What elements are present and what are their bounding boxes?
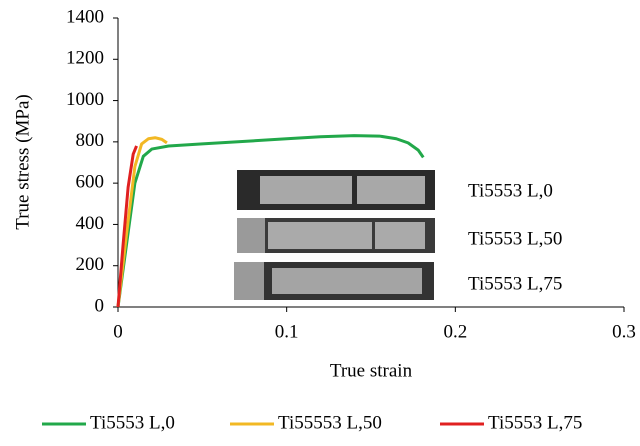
legend-label: Ti5553 L,75	[488, 412, 582, 433]
x-tick-label: 0.2	[443, 321, 467, 342]
x-axis-label: True strain	[330, 360, 413, 381]
legend-label: Ti55553 L,50	[278, 412, 382, 433]
legend-label: Ti5553 L,0	[90, 412, 175, 433]
x-tick-label: 0.1	[275, 321, 299, 342]
y-tick-label: 1400	[66, 6, 104, 27]
y-axis-label: True stress (MPa)	[12, 94, 33, 229]
series-line	[116, 145, 138, 308]
y-tick-label: 400	[76, 213, 105, 234]
series-line	[116, 134, 425, 308]
inset-photos	[234, 170, 435, 300]
y-tick-label: 1000	[66, 89, 104, 110]
annotation: Ti5553 L,50	[468, 228, 562, 249]
series-line	[116, 136, 168, 308]
y-tick-label: 200	[76, 254, 105, 275]
y-tick-label: 600	[76, 172, 105, 193]
y-tick-label: 1200	[66, 48, 104, 69]
y-tick-label: 800	[76, 130, 105, 151]
y-tick-label: 0	[95, 295, 105, 316]
annotation: Ti5553 L,0	[468, 180, 553, 201]
x-tick-label: 0.3	[612, 321, 636, 342]
x-tick-label: 0	[113, 321, 123, 342]
annotation: Ti5553 L,75	[468, 273, 562, 294]
